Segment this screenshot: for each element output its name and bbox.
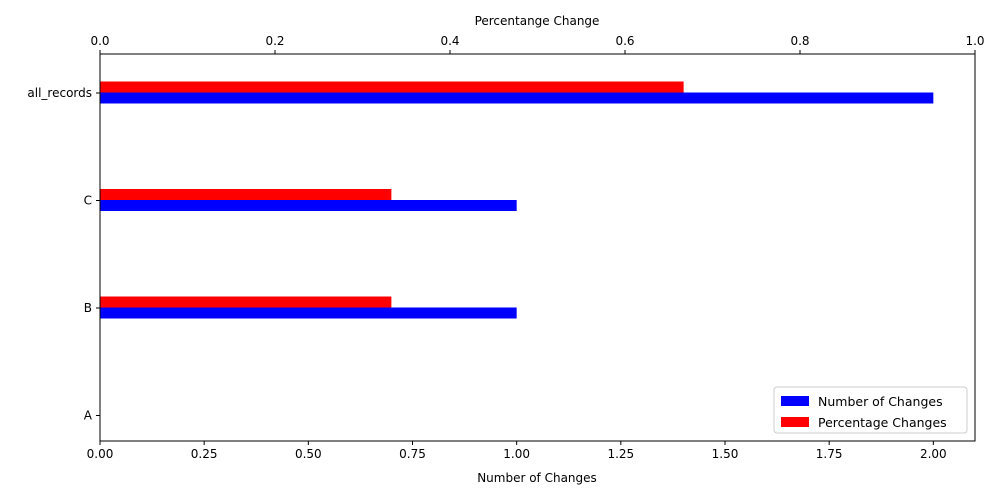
bottom-axis-title: Number of Changes xyxy=(477,471,597,485)
bottom-tick-label: 1.25 xyxy=(607,447,634,461)
bottom-x-axis: 0.00 0.25 0.50 0.75 1.00 1.25 1.50 1.75 2.00 xyxy=(87,441,947,461)
bottom-tick-label: 0.25 xyxy=(191,447,218,461)
top-axis-title: Percentange Change xyxy=(475,14,600,28)
y-tick-label: C xyxy=(84,194,92,208)
top-tick-label: 1.0 xyxy=(965,34,984,48)
y-tick-label: B xyxy=(84,301,92,315)
bottom-tick-label: 0.50 xyxy=(295,447,322,461)
bar-percentage-changes-b xyxy=(100,296,392,308)
legend-label: Number of Changes xyxy=(818,394,943,409)
bottom-tick-label: 1.75 xyxy=(816,447,843,461)
legend-box xyxy=(773,386,968,434)
bottom-tick-label: 2.00 xyxy=(920,447,947,461)
legend-swatch xyxy=(781,417,809,427)
top-x-axis: 0.0 0.2 0.4 0.6 0.8 1.0 xyxy=(90,34,985,54)
bar-percentage-changes-c xyxy=(100,189,392,200)
bottom-tick-label: 0.75 xyxy=(399,447,426,461)
top-tick-label: 0.2 xyxy=(265,34,284,48)
legend-swatch xyxy=(781,396,809,406)
bar-percentage-changes-all_records xyxy=(100,81,684,93)
legend-label: Percentage Changes xyxy=(818,415,947,430)
bars-layer xyxy=(100,81,934,319)
top-tick-label: 0.4 xyxy=(440,34,459,48)
top-tick-label: 0.6 xyxy=(615,34,634,48)
bar-number-of-changes-c xyxy=(100,200,517,211)
bottom-tick-label: 0.00 xyxy=(87,447,114,461)
bottom-tick-label: 1.00 xyxy=(503,447,530,461)
bar-number-of-changes-all_records xyxy=(100,92,934,104)
bottom-tick-label: 1.50 xyxy=(712,447,739,461)
plot-frame xyxy=(99,53,976,442)
y-tick-label: all_records xyxy=(27,86,92,100)
y-tick-label: A xyxy=(84,409,93,423)
top-tick-label: 0.8 xyxy=(790,34,809,48)
bar-number-of-changes-b xyxy=(100,307,517,319)
top-tick-label: 0.0 xyxy=(90,34,109,48)
legend: Number of Changes Percentage Changes xyxy=(773,386,968,434)
